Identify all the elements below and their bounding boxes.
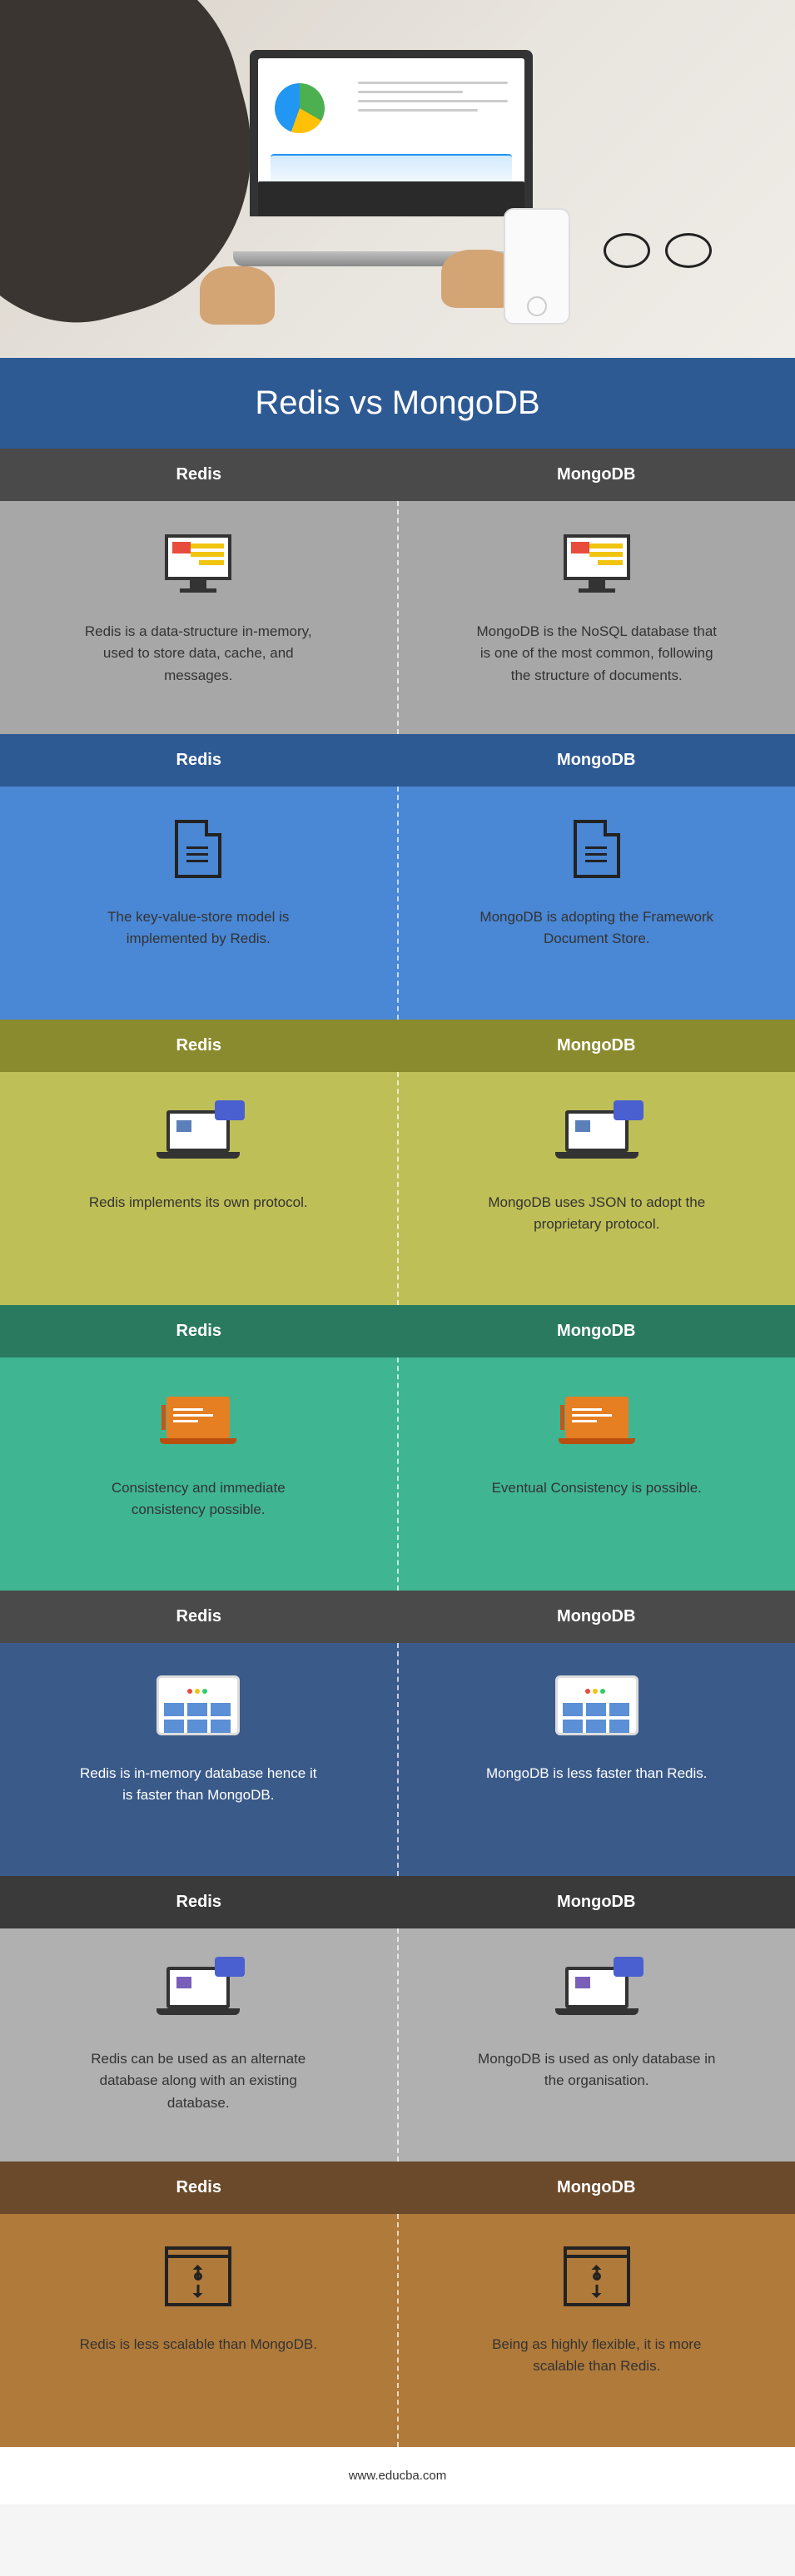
section-body-1: Redis is a data-structure in-memory, use…	[0, 501, 795, 734]
code-laptop-icon	[559, 1382, 635, 1457]
section-heading-2: Redis MongoDB	[0, 734, 795, 787]
window-grid-icon	[157, 1668, 240, 1743]
heading-right: MongoDB	[398, 1591, 795, 1643]
cell-left: Redis can be used as an alternate databa…	[0, 1928, 399, 2162]
cell-text: MongoDB is used as only database in the …	[472, 2048, 722, 2092]
document-icon	[574, 812, 620, 886]
section-body-7: Redis is less scalable than MongoDB. Bei…	[0, 2214, 795, 2447]
laptop-chat-icon	[157, 1097, 240, 1172]
cell-left: Redis is less scalable than MongoDB.	[0, 2214, 399, 2447]
laptop-chat-icon	[555, 1097, 638, 1172]
cell-text: Redis is in-memory database hence it is …	[73, 1763, 323, 1807]
section-body-6: Redis can be used as an alternate databa…	[0, 1928, 795, 2162]
heading-right: MongoDB	[398, 449, 795, 501]
monitor-icon	[559, 526, 634, 601]
code-laptop-icon	[160, 1382, 236, 1457]
cell-left: Consistency and immediate consistency po…	[0, 1357, 399, 1591]
cell-text: MongoDB is adopting the Framework Docume…	[472, 906, 722, 950]
cell-right: MongoDB is the NoSQL database that is on…	[399, 501, 795, 734]
section-heading-3: Redis MongoDB	[0, 1020, 795, 1072]
scroll-window-icon	[564, 2239, 630, 2314]
footer-url: www.educba.com	[0, 2447, 795, 2504]
heading-left: Redis	[0, 1591, 398, 1643]
cell-text: Redis can be used as an alternate databa…	[73, 2048, 323, 2114]
cell-right: MongoDB is used as only database in the …	[399, 1928, 795, 2162]
section-body-3: Redis implements its own protocol. Mongo…	[0, 1072, 795, 1305]
heading-left: Redis	[0, 1305, 398, 1357]
cell-text: Consistency and immediate consistency po…	[73, 1477, 323, 1521]
cell-text: MongoDB uses JSON to adopt the proprieta…	[472, 1192, 722, 1236]
infographic-container: Redis vs MongoDB Redis MongoDB Redis is …	[0, 0, 795, 2504]
laptop-chat-icon	[555, 1953, 638, 2028]
cell-text: MongoDB is the NoSQL database that is on…	[472, 621, 722, 687]
hero-image	[0, 0, 795, 358]
section-body-2: The key-value-store model is implemented…	[0, 787, 795, 1020]
section-heading-1: Redis MongoDB	[0, 449, 795, 501]
cell-right: Being as highly flexible, it is more sca…	[399, 2214, 795, 2447]
cell-left: The key-value-store model is implemented…	[0, 787, 399, 1020]
cell-right: MongoDB is less faster than Redis.	[399, 1643, 795, 1876]
heading-right: MongoDB	[398, 2162, 795, 2214]
section-heading-5: Redis MongoDB	[0, 1591, 795, 1643]
section-heading-7: Redis MongoDB	[0, 2162, 795, 2214]
cell-right: MongoDB uses JSON to adopt the proprieta…	[399, 1072, 795, 1305]
cell-text: Eventual Consistency is possible.	[492, 1477, 702, 1499]
section-body-5: Redis is in-memory database hence it is …	[0, 1643, 795, 1876]
section-heading-6: Redis MongoDB	[0, 1876, 795, 1928]
section-heading-4: Redis MongoDB	[0, 1305, 795, 1357]
cell-text: MongoDB is less faster than Redis.	[486, 1763, 708, 1784]
page-title: Redis vs MongoDB	[0, 358, 795, 449]
cell-right: MongoDB is adopting the Framework Docume…	[399, 787, 795, 1020]
cell-text: Redis implements its own protocol.	[89, 1192, 308, 1214]
heading-left: Redis	[0, 1876, 398, 1928]
heading-right: MongoDB	[398, 1020, 795, 1072]
document-icon	[175, 812, 221, 886]
section-body-4: Consistency and immediate consistency po…	[0, 1357, 795, 1591]
cell-text: Redis is a data-structure in-memory, use…	[73, 621, 323, 687]
heading-left: Redis	[0, 1020, 398, 1072]
cell-text: Redis is less scalable than MongoDB.	[80, 2334, 317, 2355]
heading-left: Redis	[0, 449, 398, 501]
window-grid-icon	[555, 1668, 638, 1743]
monitor-icon	[161, 526, 236, 601]
heading-right: MongoDB	[398, 1305, 795, 1357]
heading-left: Redis	[0, 2162, 398, 2214]
cell-text: Being as highly flexible, it is more sca…	[472, 2334, 722, 2378]
cell-text: The key-value-store model is implemented…	[73, 906, 323, 950]
heading-right: MongoDB	[398, 1876, 795, 1928]
cell-left: Redis implements its own protocol.	[0, 1072, 399, 1305]
cell-left: Redis is a data-structure in-memory, use…	[0, 501, 399, 734]
cell-left: Redis is in-memory database hence it is …	[0, 1643, 399, 1876]
cell-right: Eventual Consistency is possible.	[399, 1357, 795, 1591]
heading-right: MongoDB	[398, 734, 795, 787]
heading-left: Redis	[0, 734, 398, 787]
laptop-chat-icon	[157, 1953, 240, 2028]
scroll-window-icon	[165, 2239, 231, 2314]
